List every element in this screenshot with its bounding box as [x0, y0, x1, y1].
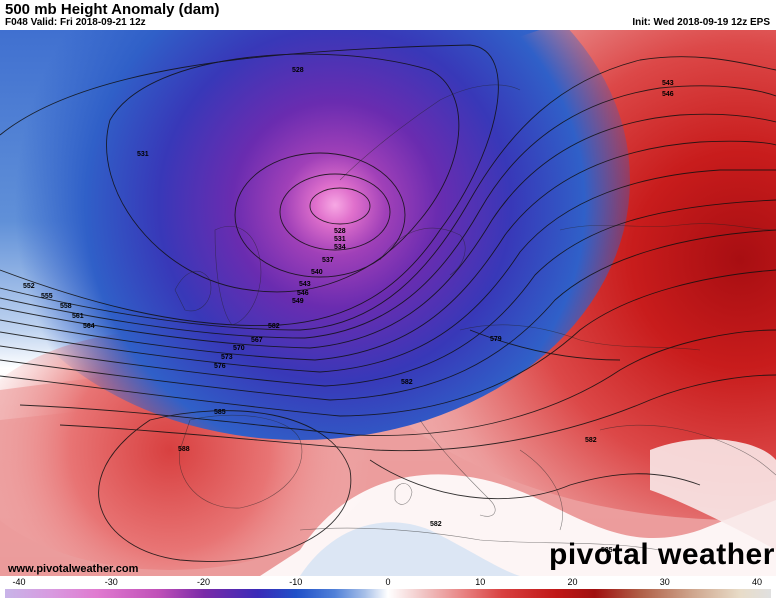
colorbar-tick-label: 40: [751, 577, 763, 587]
contour-label: 585: [601, 547, 613, 554]
contour-label: 561: [72, 313, 84, 320]
contour-label: 570: [233, 345, 245, 352]
contour-label: 573: [221, 354, 233, 361]
contour-label: 540: [311, 269, 323, 276]
brand-logo: pivotal weather: [549, 538, 775, 571]
contour-label: 582: [401, 379, 413, 386]
colorbar-tick-label: -40: [12, 577, 26, 587]
contour-label: 558: [60, 303, 72, 310]
contour-label: 582: [268, 323, 280, 330]
header: 500 mb Height Anomaly (dam) F048 Valid: …: [0, 0, 776, 30]
contour-label: 567: [251, 337, 263, 344]
contour-label: 588: [178, 446, 190, 453]
contour-label: 546: [297, 290, 309, 297]
colorbar-tick-label: 10: [475, 577, 486, 587]
contour-label: 552: [23, 283, 35, 290]
contour-label: 528: [292, 67, 304, 74]
contour-label: 582: [430, 521, 442, 528]
contour-label: 579: [490, 336, 502, 343]
colorbar-tick-label: -20: [196, 577, 211, 587]
contour-label: 576: [214, 363, 226, 370]
contour-label: 531: [334, 236, 346, 243]
contour-label: 537: [322, 257, 334, 264]
contour-label: 585: [214, 409, 226, 416]
colorbar-tick-label: 20: [567, 577, 578, 587]
contour-label: 528: [334, 228, 346, 235]
valid-time: F048 Valid: Fri 2018-09-21 12z: [5, 17, 146, 28]
anomaly-map: 528 531 543 546 528 531 534 537 540 543 …: [0, 30, 776, 576]
website-url[interactable]: www.pivotalweather.com: [8, 563, 139, 575]
contour-label: 564: [83, 323, 95, 330]
map-title: 500 mb Height Anomaly (dam): [5, 1, 220, 18]
contour-label: 549: [292, 298, 304, 305]
colorbar-tick-label: -10: [289, 577, 303, 587]
contour-label: 531: [137, 151, 149, 158]
contour-label: 543: [662, 80, 674, 87]
init-time: Init: Wed 2018-09-19 12z EPS: [632, 17, 770, 28]
contour-label: 534: [334, 244, 346, 251]
contour-labels: 528 531 543 546 528 531 534 537 540 543 …: [23, 67, 674, 554]
colorbar: [0, 576, 776, 600]
colorbar-tick-label: -30: [104, 577, 118, 587]
colorbar-tick-label: 30: [659, 577, 670, 587]
contour-label: 582: [585, 437, 597, 444]
contour-label: 555: [41, 293, 53, 300]
colorbar-tick-label: 0: [385, 577, 391, 587]
contour-label: 546: [662, 91, 674, 98]
contour-label: 543: [299, 281, 311, 288]
